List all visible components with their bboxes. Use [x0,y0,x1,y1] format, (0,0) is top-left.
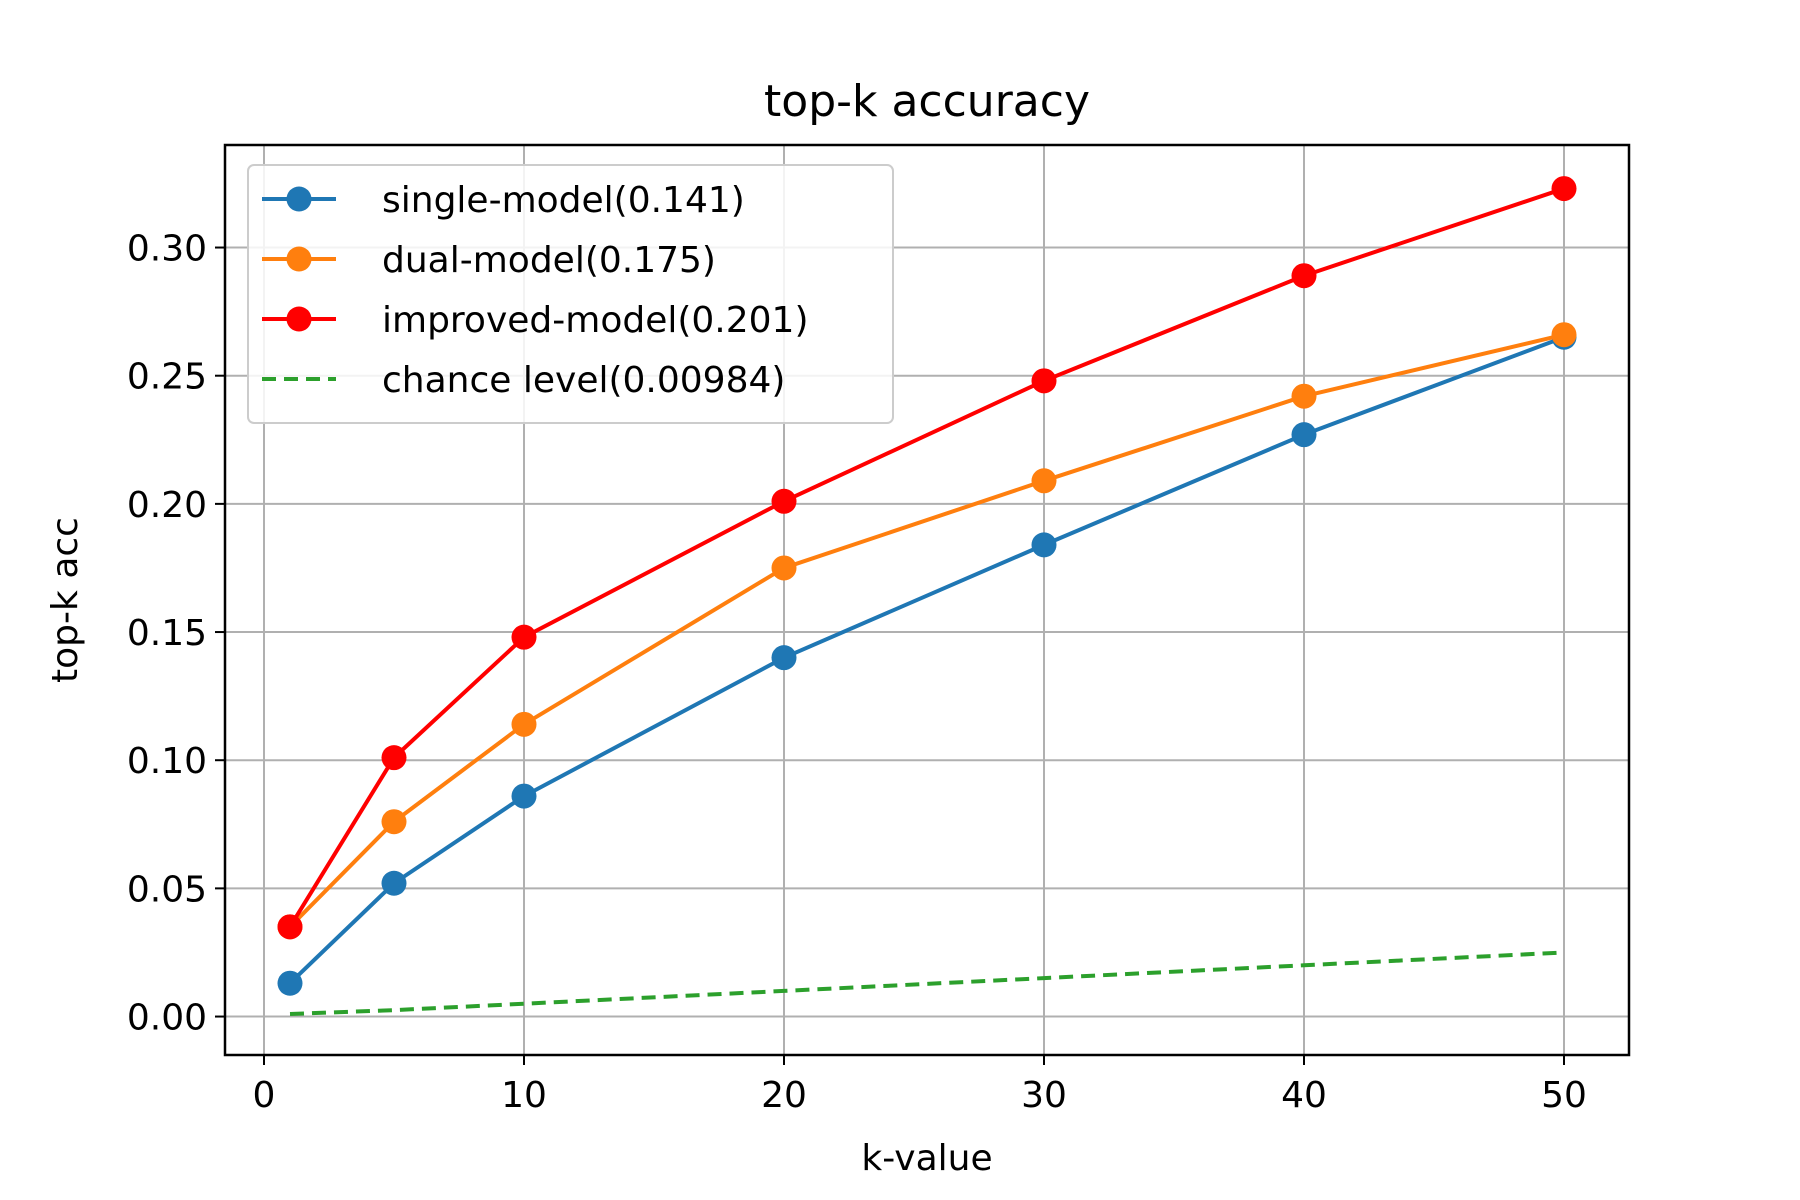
data-point [1031,468,1057,494]
y-tick-label: 0.05 [127,869,207,910]
legend-entry: single-model(0.141) [382,180,745,221]
plot-frame [223,143,1631,1057]
y-tick-label: 0.10 [127,741,207,782]
legend-marker [286,306,312,332]
x-tick-label: 40 [1281,1075,1327,1116]
data-point [511,711,537,737]
series-line [289,950,1565,1016]
data-point [511,624,537,650]
data-point [381,809,407,835]
data-point [511,783,537,809]
legend-entry: dual-model(0.175) [382,240,716,281]
y-tick-label: 0.30 [127,229,207,270]
data-point [381,745,407,771]
data-point [1031,368,1057,394]
x-axis-label: k-value [861,1138,992,1179]
legend-marker [286,186,312,212]
data-point [771,488,797,514]
x-tick-label: 20 [761,1075,807,1116]
legend-entry: chance level(0.00984) [382,360,785,401]
legend-box [247,164,894,424]
series-layer [277,176,1577,1016]
x-tick-label: 50 [1541,1075,1587,1116]
legend-entry: improved-model(0.201) [382,300,809,341]
legend-marker [286,246,312,272]
chart-title: top-k accuracy [764,76,1090,127]
x-tick-label: 30 [1021,1075,1067,1116]
data-point [277,914,303,940]
axis-ticks: 0 10 20 30 40 50 0.00 0.05 0.10 0.15 0.20 0.25 0.30 [127,229,1587,1116]
y-tick-label: 0.15 [127,613,207,654]
data-point [1551,176,1577,202]
y-axis-label: top-k acc [45,517,86,683]
y-tick-label: 0.20 [127,485,207,526]
data-point [1291,422,1317,448]
y-tick-label: 0.00 [127,998,207,1039]
x-tick-label: 0 [253,1075,276,1116]
data-point [277,970,303,996]
data-point [1291,383,1317,409]
data-point [1551,322,1577,348]
data-point [1291,263,1317,289]
legend: single-model(0.141) dual-model(0.175) impr… [247,164,894,424]
data-point [771,645,797,671]
x-tick-label: 10 [501,1075,547,1116]
data-point [771,555,797,581]
data-point [1031,532,1057,558]
y-tick-label: 0.25 [127,357,207,398]
data-point [381,870,407,896]
